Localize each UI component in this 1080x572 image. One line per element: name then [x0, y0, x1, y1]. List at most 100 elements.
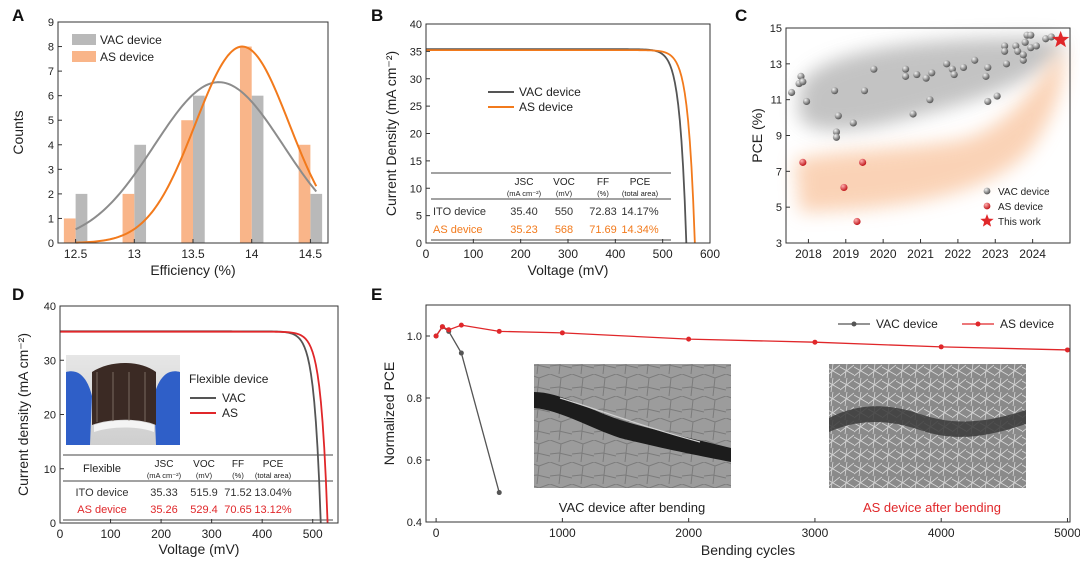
vac-point	[1021, 38, 1029, 46]
b-table-subheader: (%)	[597, 189, 609, 198]
as-bending-point	[938, 344, 944, 350]
vac-point	[971, 56, 979, 64]
e-x-tick-label: 4000	[928, 526, 955, 540]
b-y-tick-label: 35	[410, 46, 422, 58]
vac-point	[1019, 56, 1027, 64]
a-y-tick-label: 8	[48, 42, 54, 54]
b-y-tick-label: 40	[410, 19, 422, 31]
vac-point	[928, 69, 936, 77]
d-table-cell: 529.4	[190, 504, 218, 516]
a-y-tick-label: 7	[48, 66, 54, 78]
flexible-film	[92, 363, 156, 425]
panel-e: VAC device after bending AS device after …	[381, 304, 1080, 558]
b-table-cell: 72.83	[589, 206, 617, 218]
b-y-tick-label: 30	[410, 74, 422, 86]
film-edge	[94, 420, 154, 432]
d-table-subheader: (mV)	[196, 471, 213, 480]
a-y-tick-label: 9	[48, 17, 54, 29]
b-table-cell: 71.69	[589, 224, 617, 236]
vac-point	[1042, 35, 1050, 43]
a-x-tick-label: 14.5	[299, 247, 323, 261]
d-table-corner: Flexible	[83, 463, 121, 475]
d-x-tick-label: 300	[202, 527, 222, 541]
b-table-cell: 550	[555, 206, 573, 218]
vac-point	[901, 72, 910, 80]
e-y-tick-label: 0.8	[407, 393, 422, 405]
vac-point	[1027, 31, 1035, 39]
b-table-subheader: (mA cm⁻²)	[507, 189, 542, 198]
b-table-cell: 568	[555, 224, 573, 236]
panel-label-e: E	[371, 285, 383, 304]
e-x-tick-label: 3000	[802, 526, 829, 540]
b-x-tick-label: 600	[700, 247, 720, 261]
d-table-cell: 13.04%	[254, 487, 292, 499]
e-y-axis-label: Normalized PCE	[381, 362, 397, 465]
vac-point	[860, 87, 869, 95]
e-x-axis-label: Bending cycles	[701, 542, 795, 558]
vac-point	[1019, 51, 1027, 59]
d-x-tick-label: 500	[303, 527, 323, 541]
c-legend-marker	[980, 214, 994, 227]
as-bar	[63, 218, 76, 243]
d-x-axis-label: Voltage (mV)	[159, 541, 240, 557]
d-table-cell: 515.9	[190, 487, 218, 499]
as-flex-jv-curve	[60, 330, 329, 524]
vac-point	[802, 97, 811, 106]
glove-right	[154, 371, 180, 445]
b-x-tick-label: 200	[511, 247, 531, 261]
c-legend-label: VAC device	[998, 187, 1050, 198]
e-y-tick-label: 0.4	[407, 517, 422, 529]
b-x-axis-label: Voltage (mV)	[528, 262, 609, 278]
a-y-tick-label: 5	[48, 115, 54, 127]
c-y-axis-label: PCE (%)	[749, 108, 765, 162]
vac-point	[1027, 44, 1035, 52]
a-legend-swatch	[72, 51, 96, 62]
b-table-row-label: AS device	[433, 224, 483, 236]
d-table-cell: 35.33	[150, 487, 178, 499]
a-y-tick-label: 0	[48, 238, 54, 250]
c-y-tick-label: 9	[776, 131, 782, 143]
vac-point	[830, 87, 839, 95]
as-bar	[239, 46, 252, 243]
e-plot-frame	[425, 304, 1071, 523]
a-y-tick-label: 2	[48, 189, 54, 201]
c-y-tick-label: 15	[770, 23, 782, 35]
vac-bending-point	[496, 490, 502, 496]
c-y-tick-label: 11	[771, 95, 782, 107]
b-y-tick-label: 20	[410, 129, 422, 141]
e-x-tick-label: 1000	[549, 526, 576, 540]
vac-point	[832, 128, 841, 136]
b-y-tick-label: 10	[410, 183, 422, 195]
as-crack	[829, 406, 1026, 437]
b-table-cell: 35.40	[510, 206, 538, 218]
vac-point	[832, 133, 841, 141]
e-x-tick-label: 5000	[1054, 526, 1080, 540]
b-table-cell: 35.23	[510, 224, 538, 236]
d-legend-label: AS	[222, 406, 238, 420]
vac-point	[913, 70, 921, 79]
d-y-tick-label: 0	[50, 518, 56, 530]
a-legend-swatch	[72, 34, 96, 45]
a-legend-label: AS device	[100, 50, 154, 64]
vac-bending-point	[458, 350, 464, 356]
vac-crack	[534, 392, 731, 462]
vac-bending-sem-image	[534, 364, 731, 488]
as-point	[799, 158, 807, 166]
b-y-tick-label: 15	[410, 156, 422, 168]
vac-point	[788, 88, 796, 97]
a-y-tick-label: 6	[48, 91, 54, 103]
b-table-header: JSC	[515, 177, 534, 188]
vac-point	[1014, 47, 1022, 55]
as-bending-point	[559, 330, 565, 336]
as-bending-point	[433, 333, 439, 339]
as-bending-point	[496, 328, 502, 334]
as-bending-sem-image	[829, 364, 1026, 488]
d-table-header: JSC	[155, 459, 174, 470]
d-table-cell: 70.65	[224, 504, 252, 516]
e-x-tick-label: 0	[433, 526, 440, 540]
c-as-region	[795, 46, 1064, 212]
c-x-tick-label: 2022	[945, 247, 972, 261]
vac-point	[909, 110, 917, 118]
c-x-tick-label: 2019	[832, 247, 859, 261]
b-x-tick-label: 500	[653, 247, 673, 261]
